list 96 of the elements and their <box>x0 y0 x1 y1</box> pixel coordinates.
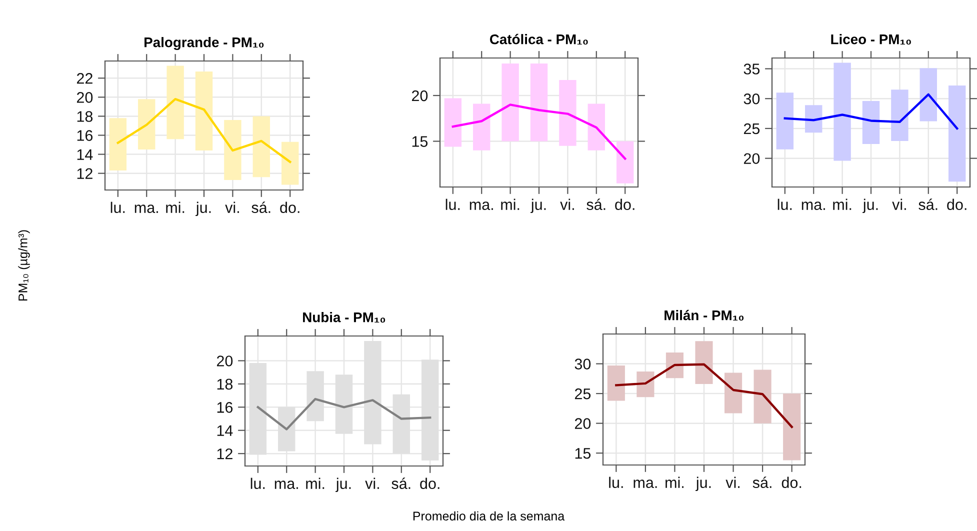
x-tick-label: lu. <box>250 478 265 490</box>
bar <box>695 341 713 384</box>
x-tick-label: sá. <box>586 198 606 210</box>
line-series <box>784 93 958 130</box>
x-tick-label: mi. <box>666 476 684 488</box>
x-tick-label: ma. <box>634 480 657 488</box>
y-tick-label: 30 <box>744 93 760 104</box>
bar <box>473 104 490 150</box>
x-tick-label: vi. <box>892 198 906 210</box>
x-tick-label: sá. <box>752 476 772 488</box>
x-tick-label: lu. <box>110 202 125 214</box>
y-tick-label: 18 <box>217 378 233 390</box>
bar <box>891 90 908 142</box>
bar <box>166 66 184 140</box>
y-tick-label: 30 <box>574 358 591 370</box>
x-tick-label: sá. <box>918 198 938 210</box>
bar <box>783 394 801 460</box>
line-series <box>615 363 793 428</box>
x-tick-label: ju. <box>530 198 546 214</box>
bar <box>281 142 299 185</box>
x-tick-label: vi. <box>560 198 574 210</box>
bar <box>109 118 127 170</box>
y-tick-label: 14 <box>217 425 233 436</box>
x-axis-title: Promedio dia de la semana <box>413 511 565 521</box>
x-tick-label: ju. <box>696 476 711 492</box>
chart-title: Liceo - PM₁₀ <box>831 34 911 45</box>
x-tick-label: do. <box>280 202 300 214</box>
x-tick-label: lu. <box>609 476 623 488</box>
y-tick-label: 16 <box>217 402 233 413</box>
bar <box>862 101 880 144</box>
x-tick-label: do. <box>782 476 802 488</box>
y-tick-label: 12 <box>77 168 92 179</box>
x-tick-label: mi. <box>306 478 324 489</box>
bar <box>502 63 519 142</box>
x-tick-label: vi. <box>726 476 740 488</box>
x-tick-label: sá. <box>392 478 410 490</box>
chart-title: Palogrande - PM₁₀ <box>144 37 264 50</box>
y-tick-label: 20 <box>744 153 760 164</box>
bar <box>754 370 772 424</box>
bar <box>252 116 270 178</box>
y-tick-label: 18 <box>77 111 93 122</box>
x-tick-label: do. <box>615 198 634 210</box>
bar <box>948 85 966 182</box>
bar <box>138 99 156 150</box>
chart-title: Milán - PM₁₀ <box>664 310 744 321</box>
x-tick-label: ju. <box>196 202 211 216</box>
x-tick-label: ju. <box>862 198 878 214</box>
x-tick-label: sá. <box>252 202 270 214</box>
x-tick-label: vi. <box>225 202 239 213</box>
y-tick-label: 25 <box>574 388 591 400</box>
bar <box>616 141 634 184</box>
y-tick-label: 20 <box>412 90 428 102</box>
bar <box>588 104 605 150</box>
y-tick-label: 16 <box>77 130 93 141</box>
bar <box>224 120 242 180</box>
x-tick-label: mi. <box>166 202 184 213</box>
x-tick-label: lu. <box>778 198 792 210</box>
y-tick-label: 15 <box>575 448 591 459</box>
x-tick-label: ma. <box>274 480 298 490</box>
bar <box>805 105 822 133</box>
bar <box>666 352 684 378</box>
y-tick-label: 15 <box>412 136 428 147</box>
y-tick-label: 12 <box>217 448 232 460</box>
x-tick-label: ju. <box>336 478 351 492</box>
x-tick-label: ma. <box>134 204 158 214</box>
bar <box>724 372 742 414</box>
bar <box>636 372 654 398</box>
x-tick-label: ma. <box>470 202 493 210</box>
chart-title: Nubia - PM₁₀ <box>303 312 386 323</box>
bar <box>776 92 794 150</box>
y-tick-label: 35 <box>744 64 760 74</box>
bar <box>559 80 576 146</box>
bar <box>920 68 937 122</box>
bar <box>530 63 548 142</box>
y-tick-label: 20 <box>216 356 233 366</box>
x-tick-label: do. <box>420 478 440 490</box>
x-tick-label: ma. <box>802 202 825 210</box>
bar <box>195 71 213 150</box>
line-series <box>116 98 292 164</box>
chart-title: Católica - PM₁₀ <box>490 34 588 45</box>
bar <box>607 366 625 401</box>
bar <box>444 98 462 147</box>
x-tick-label: mi. <box>833 198 852 210</box>
y-tick-label: 25 <box>744 123 760 134</box>
y-tick-label: 20 <box>76 92 93 103</box>
x-tick-label: do. <box>947 198 966 210</box>
line-series <box>256 398 432 430</box>
y-axis-title: PM₁₀ (µg/m³) <box>18 230 30 301</box>
line-series <box>452 104 626 160</box>
x-tick-label: vi. <box>365 478 379 489</box>
y-tick-label: 14 <box>77 149 93 160</box>
y-tick-label: 22 <box>76 73 92 84</box>
y-tick-label: 20 <box>574 418 591 430</box>
x-tick-label: mi. <box>501 198 520 210</box>
x-tick-label: lu. <box>446 198 460 210</box>
bar <box>834 62 851 161</box>
